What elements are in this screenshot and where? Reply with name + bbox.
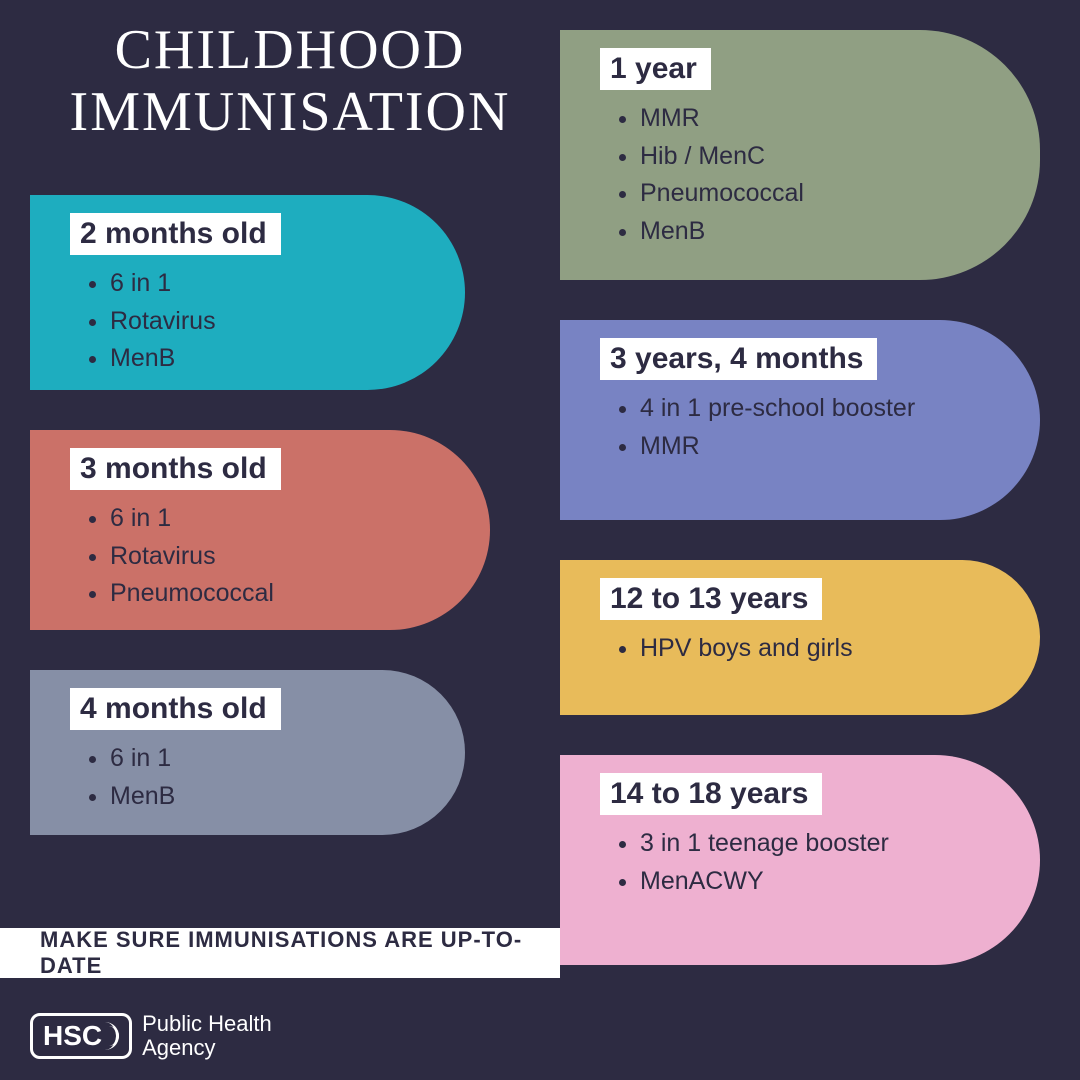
vaccine-item: 4 in 1 pre-school booster [640,390,1010,428]
vaccine-item: Rotavirus [110,303,435,341]
vaccine-item: MMR [640,100,1010,138]
vaccine-list: HPV boys and girls [600,630,1010,668]
immunisation-card: 3 years, 4 months 4 in 1 pre-school boost… [560,320,1040,520]
vaccine-item: Pneumococcal [640,175,1010,213]
logo-text: Public Health Agency [142,1012,272,1060]
footer-text: MAKE SURE IMMUNISATIONS ARE UP-TO-DATE [40,927,560,979]
vaccine-list: 6 in 1MenB [70,740,435,815]
vaccine-item: Hib / MenC [640,138,1010,176]
vaccine-item: Pneumococcal [110,575,460,613]
logo-curves-icon [105,1022,119,1050]
hsc-logo-mark: HSC [30,1013,132,1059]
immunisation-card: 1 year MMRHib / MenCPneumococcalMenB [560,30,1040,280]
vaccine-item: MMR [640,428,1010,466]
age-badge: 14 to 18 years [600,773,822,815]
vaccine-list: 6 in 1RotavirusPneumococcal [70,500,460,613]
immunisation-card: 4 months old 6 in 1MenB [30,670,465,835]
vaccine-item: MenACWY [640,863,1010,901]
page-title: CHILDHOOD IMMUNISATION [50,20,530,143]
age-badge: 3 months old [70,448,281,490]
immunisation-card: 12 to 13 years HPV boys and girls [560,560,1040,715]
immunisation-card: 2 months old 6 in 1RotavirusMenB [30,195,465,390]
age-badge: 4 months old [70,688,281,730]
logo-line1: Public Health [142,1011,272,1036]
vaccine-item: MenB [110,340,435,378]
vaccine-item: HPV boys and girls [640,630,1010,668]
vaccine-list: 6 in 1RotavirusMenB [70,265,435,378]
footer-stripe: MAKE SURE IMMUNISATIONS ARE UP-TO-DATE [0,928,560,978]
logo-line2: Agency [142,1035,215,1060]
vaccine-item: MenB [640,213,1010,251]
vaccine-item: 3 in 1 teenage booster [640,825,1010,863]
immunisation-card: 3 months old 6 in 1RotavirusPneumococcal [30,430,490,630]
vaccine-item: 6 in 1 [110,265,435,303]
vaccine-item: 6 in 1 [110,740,435,778]
immunisation-card: 14 to 18 years 3 in 1 teenage boosterMenA… [560,755,1040,965]
age-badge: 3 years, 4 months [600,338,877,380]
vaccine-item: MenB [110,778,435,816]
vaccine-list: 4 in 1 pre-school boosterMMR [600,390,1010,465]
age-badge: 2 months old [70,213,281,255]
age-badge: 1 year [600,48,711,90]
vaccine-list: 3 in 1 teenage boosterMenACWY [600,825,1010,900]
logo-mark-text: HSC [43,1020,102,1052]
age-badge: 12 to 13 years [600,578,822,620]
vaccine-item: Rotavirus [110,538,460,576]
vaccine-list: MMRHib / MenCPneumococcalMenB [600,100,1010,250]
agency-logo: HSC Public Health Agency [30,1012,272,1060]
vaccine-item: 6 in 1 [110,500,460,538]
